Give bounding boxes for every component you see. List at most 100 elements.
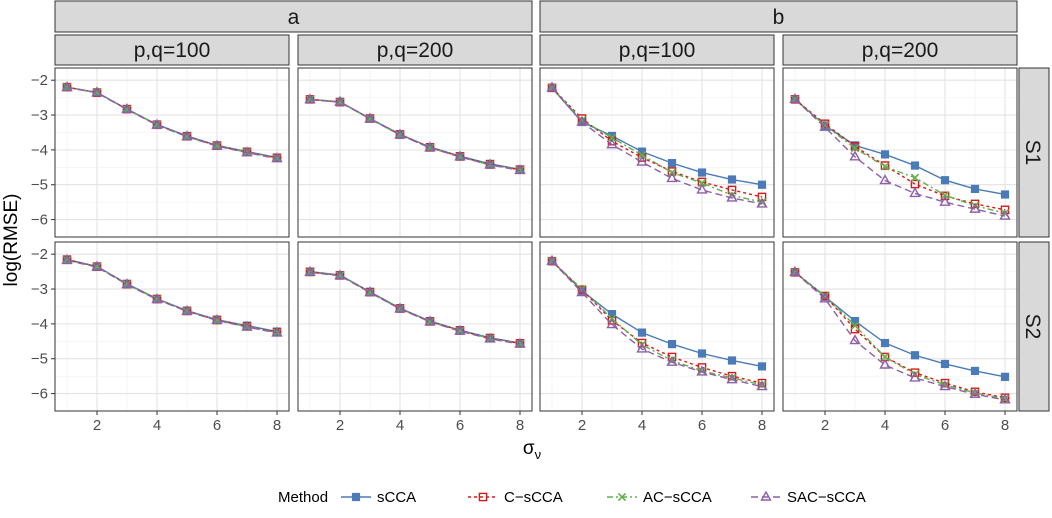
data-point-scca [757,362,767,371]
data-point-ac-scca [880,162,890,171]
x-tick-label: 6 [456,417,464,434]
data-point-sac-scca [121,278,133,289]
series-line-sac-scca [794,98,1006,217]
panel-s2-col4 [782,241,1018,412]
data-point-sac-scca [364,112,376,123]
data-point-sac-scca [424,315,436,326]
legend-label: SAC−sCCA [787,489,866,506]
data-point-scca [1000,372,1010,381]
data-point-sac-scca [394,302,406,313]
legend: Method sCCA C−sCCA AC−sCCA SAC−sCCA [278,489,866,506]
data-point-ac-scca [152,120,162,129]
data-point-sac-scca [364,286,376,297]
data-point-scca [697,349,707,358]
data-point-scca [940,359,950,369]
data-point-sac-scca [484,158,496,169]
data-point-scca [970,366,980,376]
y-tick-label: −2 [31,72,48,89]
data-point-scca [667,159,677,168]
data-point-scca [667,339,677,349]
column-strip-2 [297,34,533,66]
x-tick-label: 2 [93,417,101,434]
group-label-a: a [288,6,300,29]
x-axis-title-subscript: ν [535,447,542,462]
x-tick-label: 8 [273,417,281,434]
legend-key-marker [351,492,361,502]
data-point-sac-scca [969,387,981,398]
data-point-sac-scca [424,141,436,152]
y-tick-label: −3 [31,281,48,298]
panel-s1-col1 [54,67,290,238]
y-tick-label: −4 [31,142,48,159]
legend-item-c-scca: C−sCCA [468,489,563,506]
y-tick-label: −4 [31,316,48,333]
series-line-c-scca [551,87,763,198]
x-tick-label: 2 [821,417,829,434]
legend-key-marker [478,492,488,502]
data-point-sac-scca [514,337,526,348]
data-point-sac-scca [61,254,73,265]
data-point-ac-scca [880,352,890,362]
data-point-sac-scca [606,318,618,329]
data-point-c-scca [757,192,767,202]
data-point-sac-scca [939,380,951,391]
legend-key-marker [760,490,772,501]
x-tick-label: 6 [213,417,221,434]
data-point-sac-scca [819,292,831,303]
data-point-sac-scca [211,139,223,150]
x-tick-label: 8 [1001,417,1009,434]
data-point-ac-scca [607,133,617,142]
data-point-ac-scca [970,388,980,398]
series-line-ac-scca [551,87,763,203]
x-tick-label: 2 [578,417,586,434]
data-point-sac-scca [181,304,193,316]
data-point-sac-scca [151,293,163,304]
series-line-c-scca [794,98,1006,211]
data-point-c-scca [757,378,767,388]
legend-label: C−sCCA [504,489,563,506]
data-point-ac-scca [1000,394,1010,403]
data-point-scca [970,184,980,194]
data-point-scca [1000,190,1010,199]
data-point-sac-scca [241,146,253,157]
panel-border [297,67,533,238]
x-tick-label: 2 [336,417,344,434]
series-line-sac-scca [551,260,763,388]
panel-border [297,241,533,412]
data-point-c-scca [667,167,677,176]
column-label-2: p,q=200 [377,39,454,62]
data-point-scca [697,168,707,177]
data-point-sac-scca [969,202,981,213]
data-point-scca [910,351,920,360]
panel-s2-col3 [539,241,775,412]
panel-border [54,67,290,238]
data-point-ac-scca [637,150,647,160]
data-point-sac-scca [546,81,558,92]
x-tick-label: 4 [881,417,889,434]
data-point-sac-scca [304,265,316,277]
data-point-scca [910,161,920,170]
data-point-ac-scca [305,95,315,104]
data-point-ac-scca [850,321,860,330]
data-point-sac-scca [636,155,648,166]
x-tick-label: 8 [758,417,766,434]
x-axis-title: σν [523,438,541,462]
panel-border [782,241,1018,412]
data-point-sac-scca [394,128,406,139]
data-point-ac-scca [850,143,860,153]
panel-border [54,241,290,412]
data-point-sac-scca [454,324,466,335]
data-point-ac-scca [697,366,707,376]
row-strip-s2 [1018,241,1050,412]
row-label-s2: S2 [1021,314,1044,340]
data-point-ac-scca [455,326,465,336]
data-point-sac-scca [211,313,223,325]
data-point-ac-scca [910,173,920,182]
data-point-ac-scca [152,294,162,304]
data-point-ac-scca [697,178,707,188]
data-point-sac-scca [756,197,768,208]
data-point-sac-scca [879,358,891,369]
data-point-ac-scca [62,82,72,92]
panel-background [540,242,774,411]
